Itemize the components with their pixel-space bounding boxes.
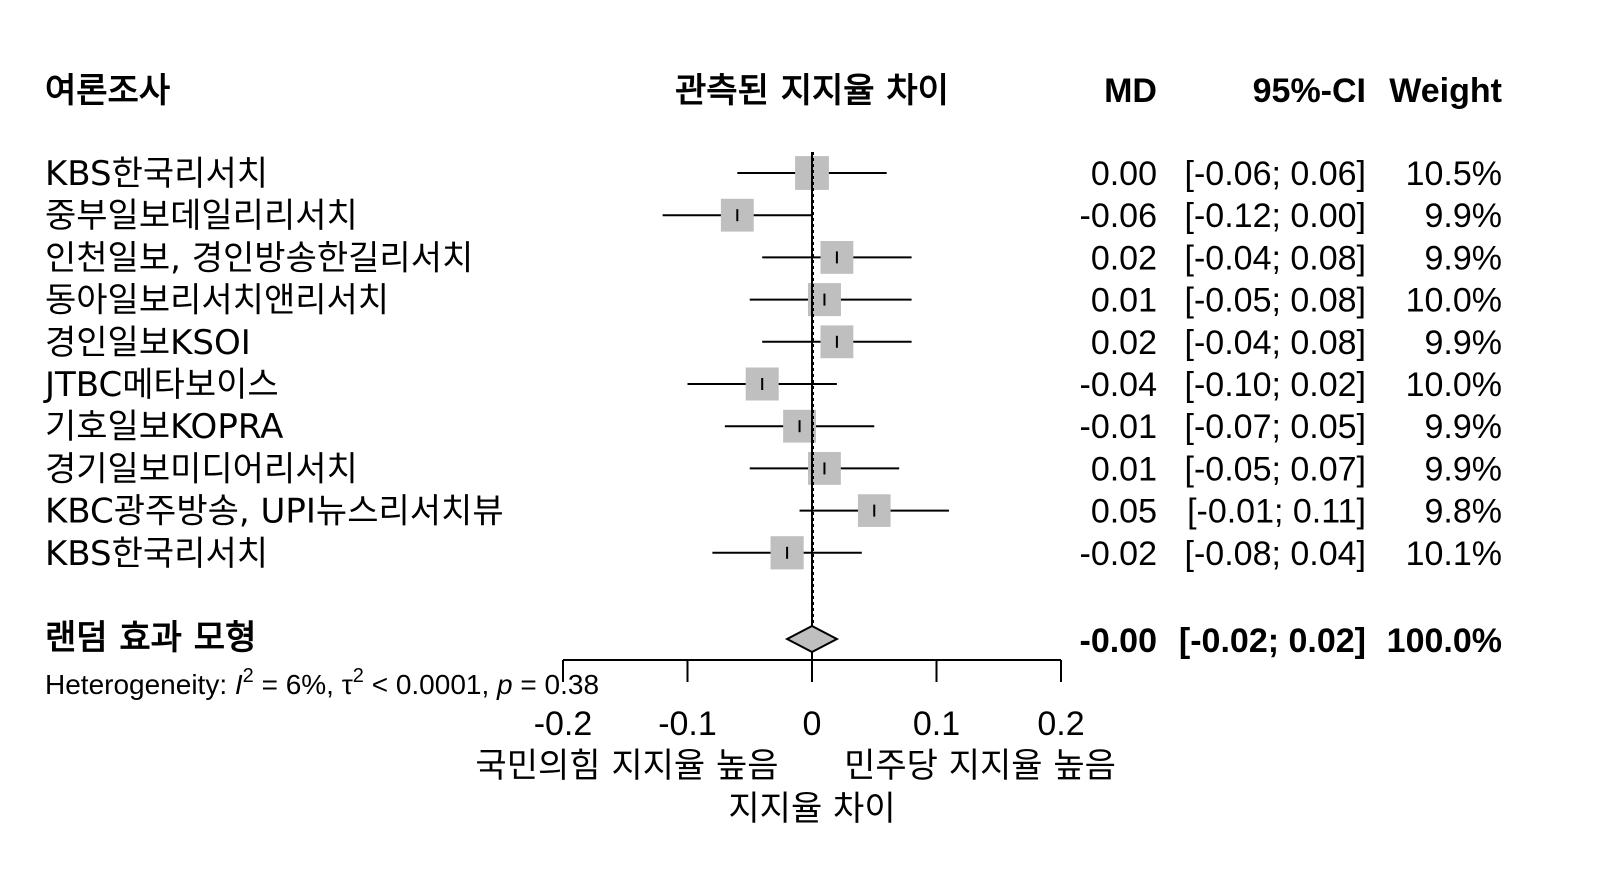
- study-label: KBC광주방송, UPI뉴스리서치뷰: [45, 492, 504, 532]
- study-row: KBC광주방송, UPI뉴스리서치뷰 0.05 [-0.01; 0.11] 9.8%: [45, 492, 1502, 532]
- heterogeneity-i-symbol: I: [235, 669, 243, 700]
- study-row: 기호일보KOPRA -0.01 [-0.07; 0.05] 9.9%: [45, 407, 1502, 447]
- study-label: KBS한국리서치: [45, 154, 268, 194]
- study-weight: 9.9%: [1425, 197, 1503, 235]
- study-ci: [-0.06; 0.06]: [1185, 155, 1366, 193]
- study-weight: 9.9%: [1425, 450, 1503, 488]
- study-ci: [-0.04; 0.08]: [1185, 324, 1366, 362]
- x-tick-label: -0.1: [658, 705, 717, 743]
- study-ci: [-0.05; 0.07]: [1185, 450, 1366, 488]
- header-study: 여론조사: [45, 71, 170, 111]
- pooled-diamond: [784, 624, 840, 654]
- x-axis-left-label: 국민의힘 지지율 높음: [475, 746, 778, 786]
- study-weight: 9.9%: [1425, 408, 1503, 446]
- study-weight: 10.0%: [1406, 366, 1502, 404]
- study-label: 경인일보KSOI: [45, 323, 251, 363]
- heterogeneity-i2: = 6%,: [254, 669, 342, 700]
- heterogeneity-tau2: < 0.0001,: [364, 669, 497, 700]
- study-row: 경인일보KSOI 0.02 [-0.04; 0.08] 9.9%: [45, 323, 1502, 363]
- header-md: MD: [1104, 72, 1157, 110]
- study-weight: 9.9%: [1425, 324, 1503, 362]
- study-ci: [-0.08; 0.04]: [1185, 535, 1366, 573]
- study-weight: 10.1%: [1406, 535, 1502, 573]
- header-plot: 관측된 지지율 차이: [675, 71, 949, 111]
- study-md: 0.01: [1091, 450, 1157, 488]
- study-ci: [-0.07; 0.05]: [1185, 408, 1366, 446]
- x-tick-label: 0.2: [1037, 705, 1084, 743]
- x-tick-label: -0.2: [534, 705, 593, 743]
- study-md: -0.06: [1080, 197, 1158, 235]
- study-md: 0.02: [1091, 324, 1157, 362]
- x-axis-title: 지지율 차이: [728, 789, 895, 829]
- x-axis: -0.2 -0.1 0 0.1 0.2: [534, 659, 1085, 743]
- header-weight: Weight: [1389, 72, 1502, 110]
- pooled-label: 랜덤 효과 모형: [45, 618, 256, 658]
- x-tick-label: 0.1: [913, 705, 960, 743]
- study-md: -0.01: [1080, 408, 1158, 446]
- study-ci: [-0.01; 0.11]: [1187, 493, 1366, 531]
- x-axis-right-label: 민주당 지지율 높음: [844, 746, 1116, 786]
- header-ci: 95%-CI: [1253, 72, 1366, 110]
- study-weight: 10.5%: [1406, 155, 1502, 193]
- study-md: 0.02: [1091, 239, 1157, 277]
- study-row: 중부일보데일리리서치 -0.06 [-0.12; 0.00] 9.9%: [45, 196, 1502, 236]
- study-md: 0.05: [1091, 493, 1157, 531]
- study-label: 인천일보, 경인방송한길리서치: [45, 238, 473, 278]
- study-md: 0.00: [1091, 155, 1157, 193]
- reference-lines: [811, 152, 814, 660]
- study-row: 인천일보, 경인방송한길리서치 0.02 [-0.04; 0.08] 9.9%: [45, 238, 1502, 278]
- pooled-row: 랜덤 효과 모형 -0.00 [-0.02; 0.02] 100.0%: [45, 618, 1502, 660]
- heterogeneity-tau-sup: 2: [353, 665, 364, 687]
- pooled-ci: [-0.02; 0.02]: [1179, 622, 1366, 660]
- study-weight: 10.0%: [1406, 282, 1502, 320]
- study-row: 동아일보리서치앤리서치 0.01 [-0.05; 0.08] 10.0%: [45, 281, 1502, 321]
- study-label: 중부일보데일리리서치: [45, 196, 358, 236]
- study-md: 0.01: [1091, 282, 1157, 320]
- study-label: 기호일보KOPRA: [45, 407, 283, 447]
- study-label: 경기일보미디어리서치: [45, 449, 358, 489]
- study-md: -0.02: [1080, 535, 1158, 573]
- study-md: -0.04: [1080, 366, 1158, 404]
- study-ci: [-0.12; 0.00]: [1185, 197, 1366, 235]
- study-row: KBS한국리서치 0.00 [-0.06; 0.06] 10.5%: [45, 154, 1502, 194]
- study-ci: [-0.10; 0.02]: [1185, 366, 1366, 404]
- heterogeneity-p: = 0.38: [513, 669, 599, 700]
- study-rows: KBS한국리서치 0.00 [-0.06; 0.06] 10.5%중부일보데일리리서치…: [43, 154, 1502, 574]
- study-row: KBS한국리서치 -0.02 [-0.08; 0.04] 10.1%: [45, 534, 1502, 574]
- pooled-weight: 100.0%: [1387, 622, 1502, 660]
- heterogeneity-p-symbol: p: [496, 669, 513, 700]
- study-row: JTBC메타보이스 -0.04 [-0.10; 0.02] 10.0%: [43, 365, 1502, 405]
- pooled-md: -0.00: [1080, 622, 1158, 660]
- study-label: JTBC메타보이스: [43, 365, 279, 405]
- heterogeneity-text: Heterogeneity: I2 = 6%, τ2 < 0.0001, p =…: [45, 665, 599, 700]
- x-tick-label: 0: [803, 705, 822, 743]
- heterogeneity-tau-symbol: τ: [342, 669, 353, 700]
- study-label: 동아일보리서치앤리서치: [45, 281, 389, 321]
- study-label: KBS한국리서치: [45, 534, 268, 574]
- study-weight: 9.8%: [1425, 493, 1503, 531]
- study-row: 경기일보미디어리서치 0.01 [-0.05; 0.07] 9.9%: [45, 449, 1502, 489]
- heterogeneity-prefix: Heterogeneity:: [45, 669, 235, 700]
- study-ci: [-0.05; 0.08]: [1185, 282, 1366, 320]
- heterogeneity-i-sup: 2: [243, 665, 254, 687]
- study-weight: 9.9%: [1425, 239, 1503, 277]
- study-ci: [-0.04; 0.08]: [1185, 239, 1366, 277]
